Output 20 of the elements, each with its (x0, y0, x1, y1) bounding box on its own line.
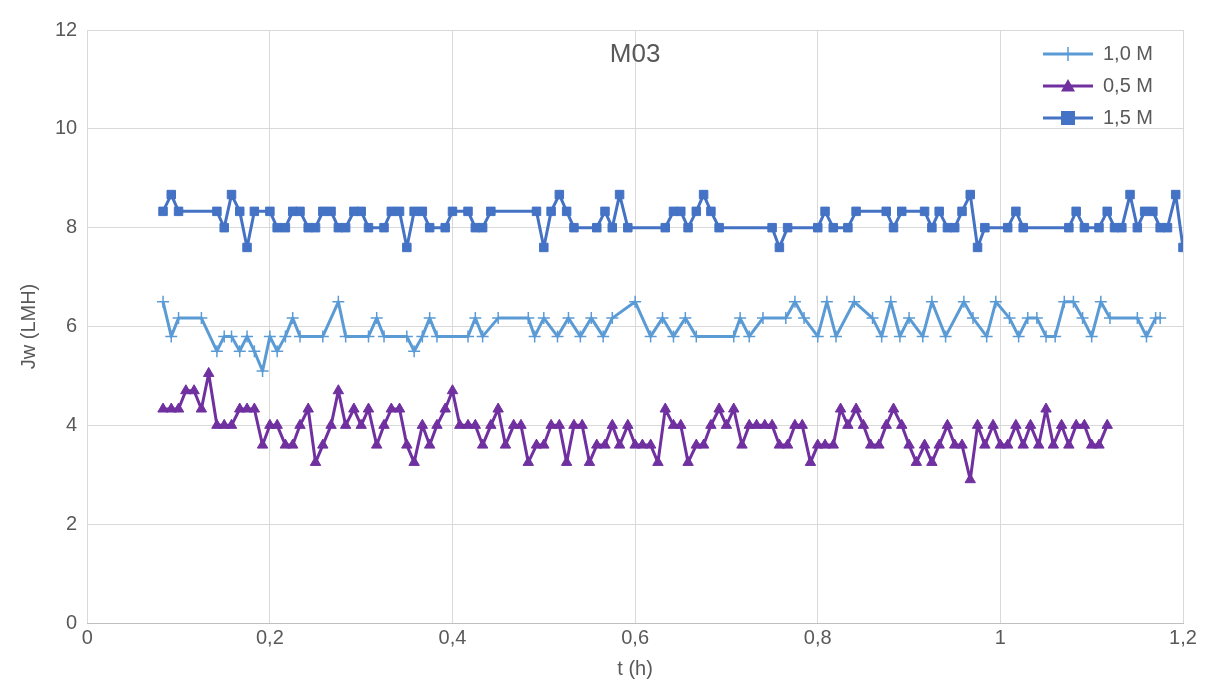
y-tick-label: 8 (66, 215, 78, 238)
y-tick-label: 10 (55, 116, 78, 139)
y-axis-title: Jw (LMH) (16, 283, 39, 370)
x-tick-label: 0,6 (621, 625, 650, 648)
chart-title: M03 (609, 38, 661, 69)
legend-label: 1,0 M (1103, 41, 1154, 64)
x-axis-title: t (h) (617, 656, 653, 679)
y-tick-label: 6 (66, 314, 78, 337)
x-tick-label: 0,2 (255, 625, 284, 648)
y-tick-label: 12 (55, 17, 78, 40)
legend-label: 0,5 M (1103, 73, 1154, 96)
x-tick-label: 0 (81, 625, 93, 648)
legend-label: 1,5 M (1103, 105, 1154, 128)
y-tick-label: 0 (66, 610, 78, 633)
x-tick-label: 0,8 (803, 625, 832, 648)
y-tick-label: 2 (66, 511, 78, 534)
x-tick-label: 0,4 (438, 625, 467, 648)
x-tick-label: 1,2 (1169, 625, 1197, 648)
x-tick-label: 1 (994, 625, 1006, 648)
y-tick-label: 4 (66, 412, 78, 435)
